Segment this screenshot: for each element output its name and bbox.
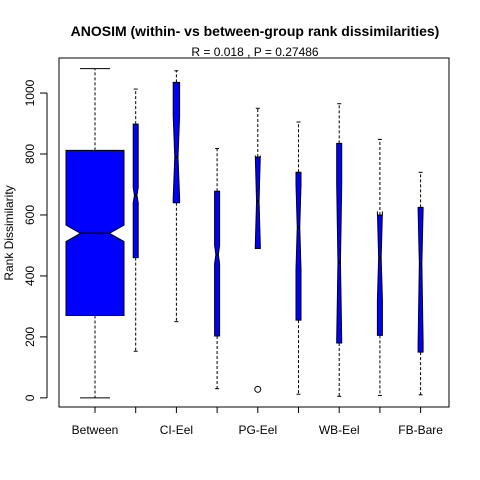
x-tick-label: PG-Eel — [238, 423, 277, 437]
box-body — [417, 206, 424, 353]
y-tick-label: 800 — [23, 144, 37, 164]
y-axis-label: Rank Dissimilarity — [2, 185, 16, 280]
y-tick-label: 600 — [23, 205, 37, 225]
chart-title: ANOSIM (within- vs between-group rank di… — [71, 23, 440, 39]
outlier-point — [254, 385, 262, 393]
x-tick-label: FB-Bare — [398, 423, 443, 437]
box-body — [376, 211, 383, 336]
box-body — [214, 190, 221, 337]
box-body — [336, 142, 343, 344]
box-body — [295, 171, 302, 321]
box-body — [172, 81, 181, 204]
plot-area: 0 200 400 600 800 1000 Between CI-Eel PG-Eel WB-E… — [23, 57, 450, 437]
box-body — [254, 155, 261, 250]
y-tick-label: 0 — [23, 394, 37, 401]
chart-subtitle: R = 0.018 , P = 0.27486 — [191, 45, 319, 59]
x-tick-label: Between — [72, 423, 119, 437]
x-tick-label: WB-Eel — [319, 423, 360, 437]
box-body — [132, 123, 139, 259]
y-tick-label: 400 — [23, 266, 37, 286]
x-tick-label: CI-Eel — [160, 423, 193, 437]
y-tick-label: 200 — [23, 327, 37, 347]
y-tick-label: 1000 — [23, 79, 37, 106]
